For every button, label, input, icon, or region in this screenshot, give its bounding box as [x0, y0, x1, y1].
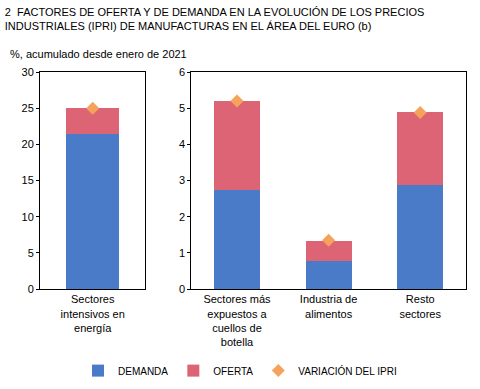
svg-text:6: 6 [179, 66, 185, 78]
svg-text:0: 0 [179, 283, 185, 295]
svg-text:3: 3 [179, 174, 185, 186]
svg-text:2: 2 [179, 211, 185, 223]
svg-text:OFERTA: OFERTA [213, 366, 253, 377]
svg-text:2 FACTORES DE OFERTA Y DE DEM: 2 FACTORES DE OFERTA Y DE DEMANDA EN LA … [5, 6, 425, 32]
svg-text:1: 1 [179, 247, 185, 259]
svg-text:25: 25 [22, 102, 34, 114]
svg-text:Sectoresintensivos enenergía: Sectoresintensivos enenergía [61, 293, 125, 334]
svg-text:5: 5 [28, 247, 34, 259]
svg-text:5: 5 [179, 102, 185, 114]
svg-text:30: 30 [22, 66, 34, 78]
svg-text:4: 4 [179, 138, 185, 150]
svg-text:VARIACIÓN DEL IPRI: VARIACIÓN DEL IPRI [298, 365, 396, 377]
svg-text:Sectores másexpuestos acuellos: Sectores másexpuestos acuellos debotella [203, 293, 271, 348]
svg-text:15: 15 [22, 174, 34, 186]
svg-text:DEMANDA: DEMANDA [118, 366, 168, 377]
svg-text:10: 10 [22, 211, 34, 223]
svg-text:20: 20 [22, 138, 34, 150]
svg-text:%, acumulado desde enero de 20: %, acumulado desde enero de 2021 [10, 48, 187, 60]
svg-text:Restosectores: Restosectores [399, 293, 441, 319]
svg-text:Industria dealimentos: Industria dealimentos [300, 293, 357, 319]
svg-text:0: 0 [28, 283, 34, 295]
